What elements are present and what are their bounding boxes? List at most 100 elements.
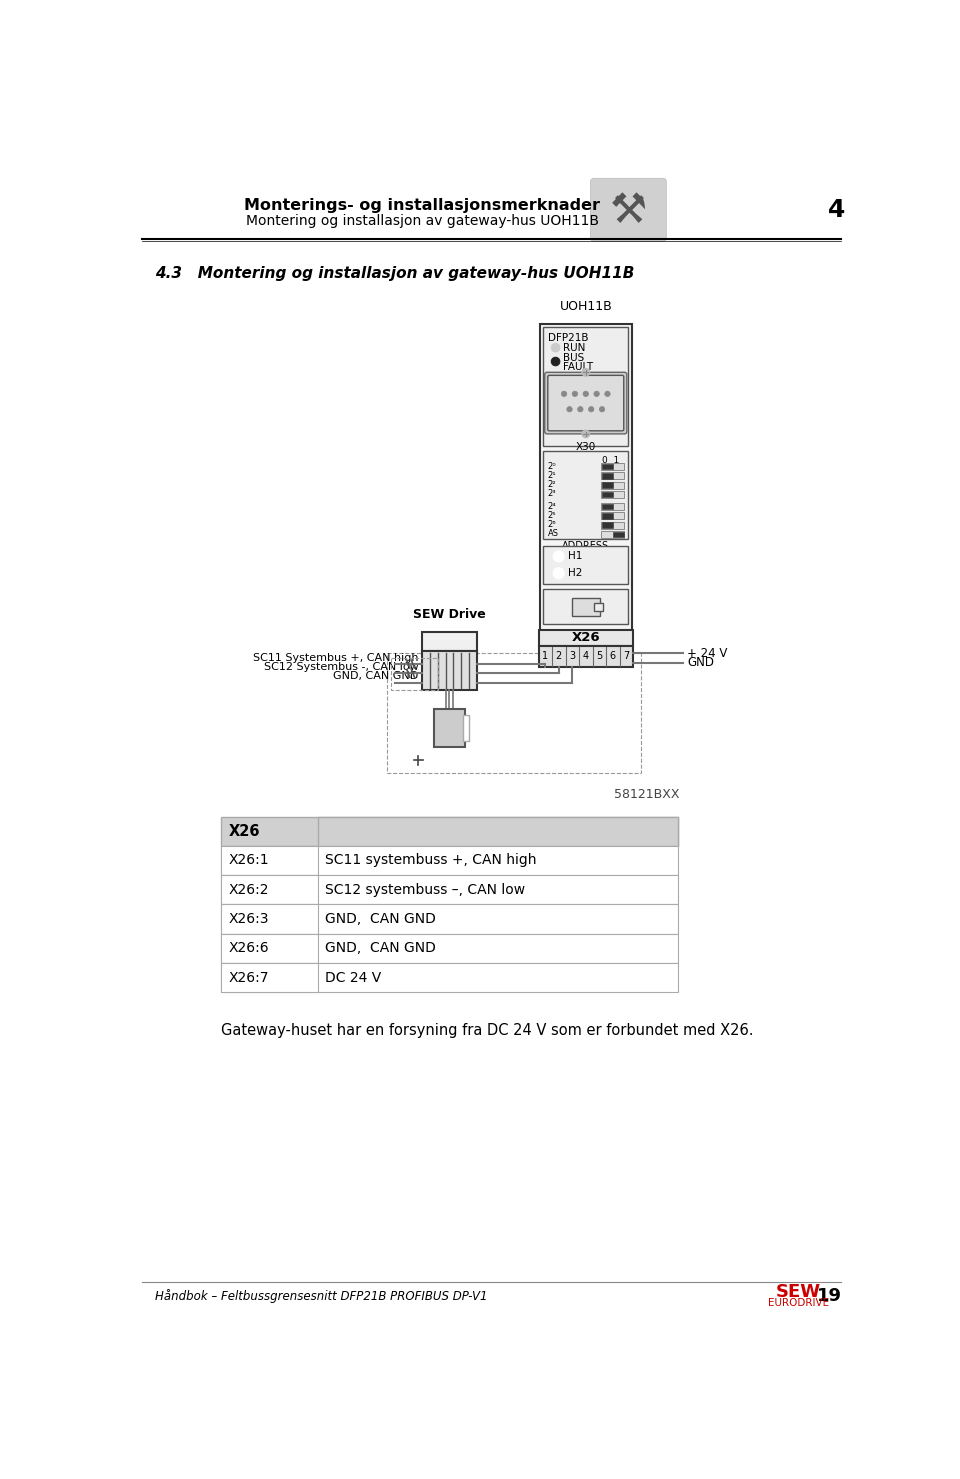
Circle shape	[553, 552, 564, 562]
Bar	[388, 652, 641, 772]
Text: X26: X26	[571, 632, 600, 645]
Text: 0  1: 0 1	[602, 456, 619, 466]
Bar	[318, 816, 678, 846]
Text: H2: H2	[568, 568, 583, 578]
Circle shape	[594, 390, 599, 396]
Bar	[540, 324, 632, 655]
Circle shape	[551, 358, 560, 365]
Circle shape	[553, 568, 564, 578]
Text: FAULT: FAULT	[564, 362, 593, 371]
Text: GND,  CAN GND: GND, CAN GND	[325, 913, 436, 926]
Text: 4: 4	[583, 651, 588, 661]
Text: SC11 systembuss +, CAN high: SC11 systembuss +, CAN high	[325, 853, 537, 868]
Text: RUN: RUN	[564, 343, 586, 352]
Bar	[602, 464, 612, 469]
Bar	[593, 603, 603, 611]
Bar	[602, 513, 612, 519]
Text: Gateway-huset har en forsyning fra DC 24 V som er forbundet med X26.: Gateway-huset har en forsyning fra DC 24…	[221, 1023, 754, 1038]
Text: 5: 5	[596, 651, 603, 661]
Text: UOH11B: UOH11B	[560, 300, 612, 314]
Text: X24: X24	[573, 602, 590, 611]
Bar	[221, 963, 318, 992]
Text: SC11 Systembus +, CAN high: SC11 Systembus +, CAN high	[252, 652, 419, 663]
Text: 2²: 2²	[548, 481, 556, 490]
Text: + 24 V: + 24 V	[687, 646, 728, 660]
Text: GND, CAN GND: GND, CAN GND	[333, 671, 419, 680]
Circle shape	[551, 343, 560, 352]
Text: SEW: SEW	[776, 1284, 821, 1302]
Text: X26: X26	[228, 824, 260, 839]
Bar	[539, 646, 633, 667]
Text: 2⁶: 2⁶	[548, 521, 557, 529]
Text: X26:2: X26:2	[228, 883, 269, 896]
Text: 2: 2	[556, 651, 562, 661]
Text: SEW Drive: SEW Drive	[413, 608, 486, 621]
Bar	[602, 504, 612, 509]
Text: 2¹: 2¹	[548, 470, 557, 481]
Text: DC 24 V: DC 24 V	[325, 970, 382, 985]
Circle shape	[582, 430, 589, 438]
Text: Håndbok – Feltbussgrensesnitt DFP21B PROFIBUS DP-V1: Håndbok – Feltbussgrensesnitt DFP21B PRO…	[155, 1290, 488, 1303]
Text: 2³: 2³	[548, 490, 557, 498]
Bar	[601, 491, 624, 498]
Text: 2⁰: 2⁰	[548, 461, 557, 470]
Bar	[572, 598, 600, 615]
Text: 2⁵: 2⁵	[548, 512, 557, 521]
Text: 2⁴: 2⁴	[548, 501, 557, 510]
FancyBboxPatch shape	[548, 376, 624, 430]
Bar	[601, 531, 624, 538]
FancyBboxPatch shape	[544, 373, 627, 433]
Bar	[221, 846, 678, 876]
Bar	[602, 482, 612, 488]
Bar	[601, 522, 624, 528]
Bar	[434, 708, 465, 747]
Bar	[543, 451, 629, 540]
Text: 1: 1	[542, 651, 548, 661]
Text: Monterings- og installasjonsmerknader: Monterings- og installasjonsmerknader	[244, 198, 600, 213]
Text: 58121BXX: 58121BXX	[614, 788, 680, 802]
Text: 4.3   Montering og installasjon av gateway-hus UOH11B: 4.3 Montering og installasjon av gateway…	[155, 266, 635, 281]
Text: SC12 systembuss –, CAN low: SC12 systembuss –, CAN low	[325, 883, 525, 896]
Bar	[543, 546, 629, 584]
Bar	[463, 714, 468, 741]
Circle shape	[588, 407, 594, 413]
Text: BUS: BUS	[564, 352, 585, 362]
Circle shape	[583, 390, 588, 396]
Text: 6: 6	[610, 651, 616, 661]
Bar	[601, 463, 624, 470]
Text: X26:1: X26:1	[228, 853, 269, 868]
Text: 4: 4	[828, 198, 846, 222]
Text: SC12 Systembus -, CAN low: SC12 Systembus -, CAN low	[264, 661, 419, 671]
Text: Montering og installasjon av gateway-hus UOH11B: Montering og installasjon av gateway-hus…	[246, 214, 599, 228]
Circle shape	[582, 368, 589, 376]
Bar	[422, 651, 476, 689]
Circle shape	[605, 390, 611, 396]
Text: X26:3: X26:3	[228, 913, 269, 926]
Bar	[221, 904, 678, 933]
Bar	[221, 904, 318, 933]
Text: 7: 7	[623, 651, 630, 661]
Bar	[221, 876, 318, 904]
Bar	[221, 846, 318, 876]
Circle shape	[566, 407, 572, 413]
Text: ⚒: ⚒	[610, 189, 647, 232]
Text: AS: AS	[548, 529, 559, 538]
Bar	[602, 473, 612, 479]
Bar	[221, 816, 678, 846]
Text: 3: 3	[569, 651, 575, 661]
Bar	[602, 522, 612, 528]
Text: DFP21B: DFP21B	[548, 333, 588, 343]
Circle shape	[562, 390, 566, 396]
Bar	[543, 590, 629, 624]
Bar	[221, 963, 678, 992]
Text: 19: 19	[817, 1287, 842, 1306]
Text: H1: H1	[568, 552, 583, 562]
Circle shape	[572, 390, 578, 396]
Bar	[221, 933, 318, 963]
Text: X30: X30	[576, 442, 596, 451]
Bar	[601, 503, 624, 510]
Text: ADDRESS: ADDRESS	[563, 541, 610, 550]
Bar	[392, 658, 438, 691]
Text: X26:6: X26:6	[228, 941, 269, 955]
Bar	[539, 630, 633, 646]
